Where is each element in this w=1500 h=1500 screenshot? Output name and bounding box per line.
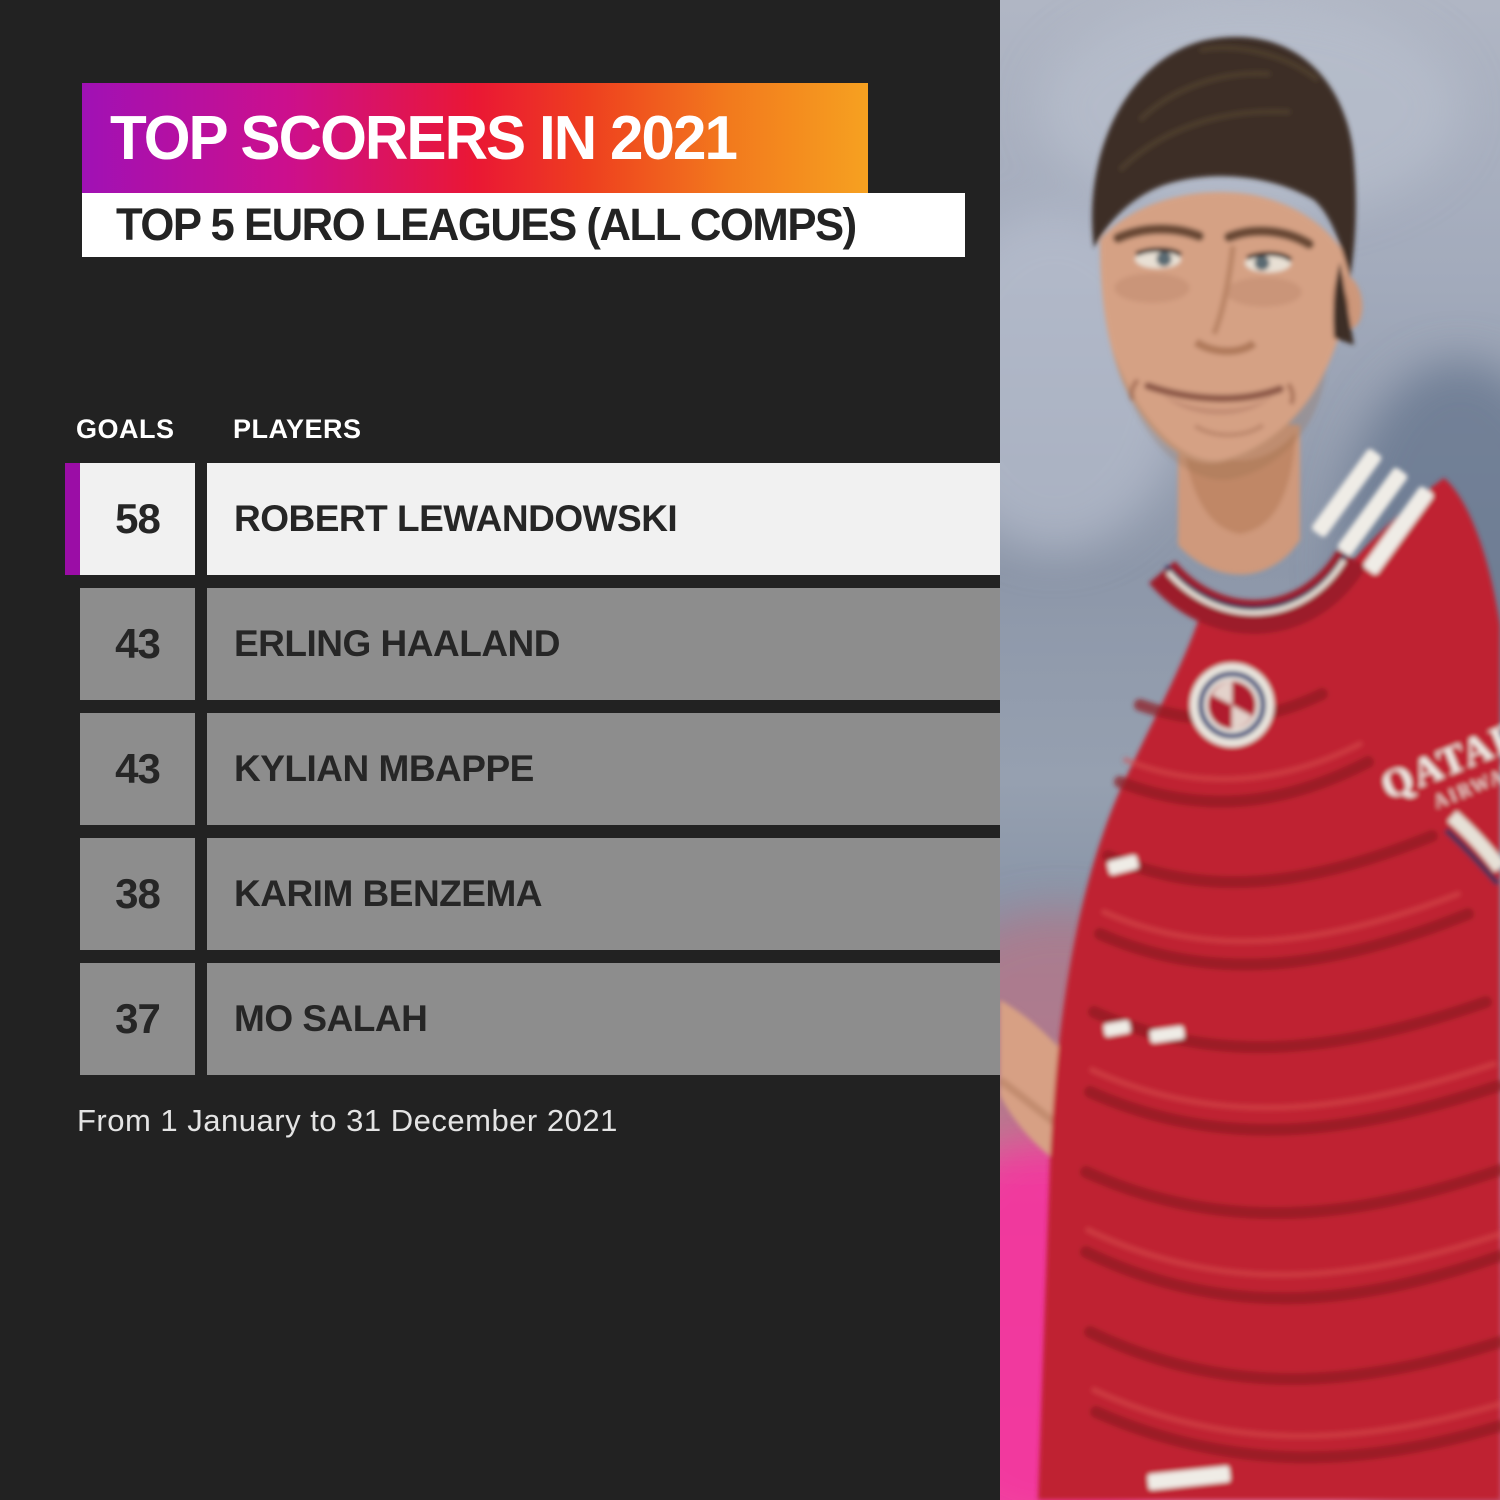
player-figure: QATAR AIRWAYS: [1000, 36, 1500, 1500]
photo-illustration: QATAR AIRWAYS: [1000, 0, 1500, 1500]
cell-gap: [195, 838, 207, 950]
highlight-accent-strip: [65, 463, 80, 575]
stubble: [1112, 348, 1326, 480]
lewandowski-photo: QATAR AIRWAYS: [1000, 0, 1500, 1500]
subtitle-bar: TOP 5 EURO LEAGUES (ALL COMPS): [82, 193, 965, 257]
eyebrows: [1113, 224, 1314, 249]
table-row: 43 ERLING HAALAND: [65, 588, 1000, 700]
goals-cell: 58: [80, 463, 195, 575]
club-crest: [1190, 663, 1274, 747]
player-cell: KYLIAN MBAPPE: [207, 713, 1000, 825]
goals-cell: 43: [80, 713, 195, 825]
goals-cell: 43: [80, 588, 195, 700]
goals-column-header: GOALS: [76, 414, 175, 444]
cell-gap: [195, 588, 207, 700]
player-cell: KARIM BENZEMA: [207, 838, 1000, 950]
cell-gap: [195, 713, 207, 825]
sleeve-cuff: [1447, 810, 1500, 873]
sideburn: [1333, 262, 1354, 345]
scorers-table: 58 ROBERT LEWANDOWSKI 43 ERLING HAALAND …: [65, 463, 1000, 1088]
goals-cell: 38: [80, 838, 195, 950]
table-row: 58 ROBERT LEWANDOWSKI: [65, 463, 1000, 575]
cell-gap: [195, 463, 207, 575]
table-row: 43 KYLIAN MBAPPE: [65, 713, 1000, 825]
jersey-pattern-highlights: [1085, 741, 1500, 1440]
mouth: [1129, 378, 1296, 438]
hair-texture: [1118, 45, 1320, 172]
nose: [1193, 245, 1257, 356]
accent-strip-empty: [65, 838, 80, 950]
player-cell: ERLING HAALAND: [207, 588, 1000, 700]
player-cell: ROBERT LEWANDOWSKI: [207, 463, 1000, 575]
table-row: 38 KARIM BENZEMA: [65, 838, 1000, 950]
cell-gap: [195, 963, 207, 1075]
title-banner: TOP SCORERS IN 2021: [82, 83, 868, 193]
jersey: [1038, 478, 1500, 1500]
table-row: 37 MO SALAH: [65, 963, 1000, 1075]
goals-cell: 37: [80, 963, 195, 1075]
page-title: TOP SCORERS IN 2021: [110, 103, 738, 173]
jersey-pattern: [1080, 688, 1500, 1464]
page-subtitle: TOP 5 EURO LEAGUES (ALL COMPS): [116, 199, 857, 250]
accent-strip-empty: [65, 588, 80, 700]
chest-marks: [1103, 855, 1231, 1490]
player-cell: MO SALAH: [207, 963, 1000, 1075]
shoulder-stripes: [1311, 449, 1434, 575]
eyes: [1135, 247, 1293, 273]
accent-strip-empty: [65, 713, 80, 825]
accent-strip-empty: [65, 963, 80, 1075]
players-column-header: PLAYERS: [233, 414, 362, 444]
collar: [1149, 548, 1367, 634]
hair: [1092, 36, 1356, 279]
date-range-note: From 1 January to 31 December 2021: [77, 1103, 618, 1138]
